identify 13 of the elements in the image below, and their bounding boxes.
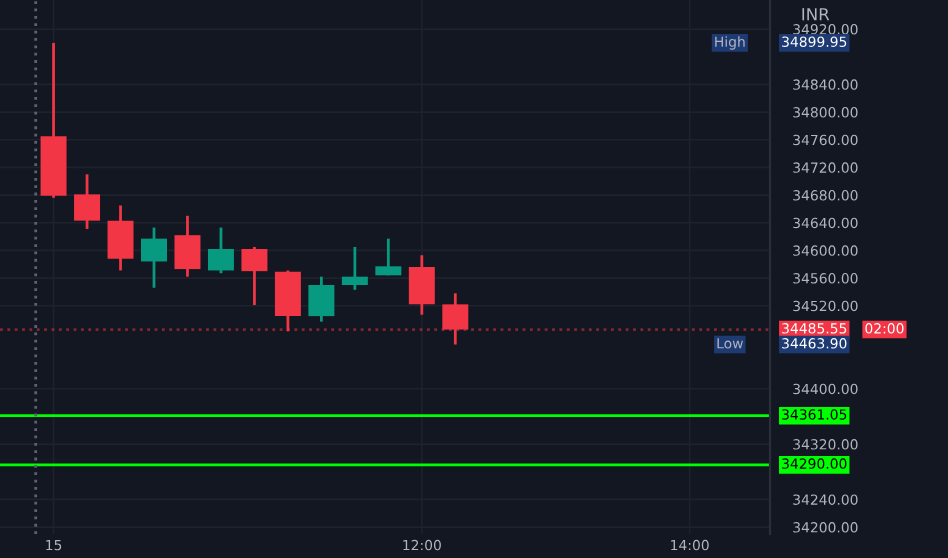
candlestick (308, 275, 335, 324)
candlestick (375, 237, 402, 277)
candlestick (408, 253, 435, 317)
candlestick (341, 245, 368, 292)
candlestick (107, 204, 134, 272)
y-axis-title: INR (802, 8, 830, 21)
candlestick (141, 226, 167, 290)
candlestick (241, 245, 268, 307)
candlestick (207, 226, 234, 275)
candlestick (442, 291, 469, 346)
candlestick (274, 269, 301, 333)
candlestick (174, 214, 201, 279)
candlestick (74, 172, 101, 231)
